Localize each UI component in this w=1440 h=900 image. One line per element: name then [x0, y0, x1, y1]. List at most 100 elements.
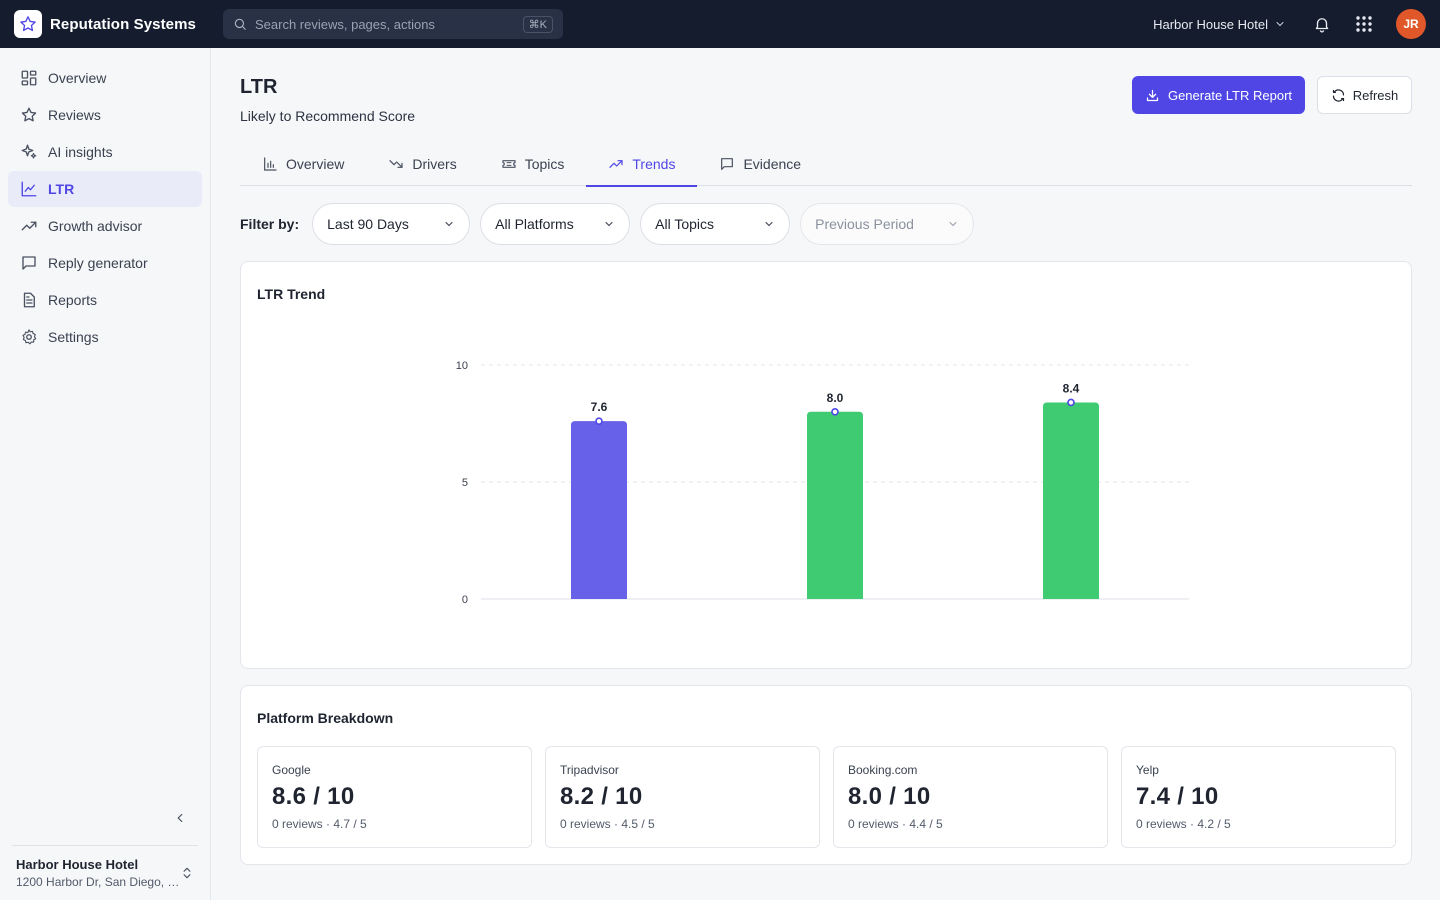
tab-label: Topics: [524, 156, 565, 172]
chart-bar: [571, 421, 627, 599]
platform-score: 8.0 / 10: [848, 783, 931, 810]
comparison-filter[interactable]: Previous Period: [800, 203, 975, 245]
tab-label: Drivers: [412, 156, 457, 172]
notifications-button[interactable]: [1312, 14, 1332, 34]
chevron-down-icon: [949, 221, 957, 227]
chart-bar: [807, 411, 863, 599]
page-subtitle: Likely to Recommend Score: [240, 108, 416, 124]
period-filter[interactable]: Last 90 Days: [312, 203, 471, 245]
sidebar-item-ltr[interactable]: LTR: [8, 171, 202, 207]
tab-overview[interactable]: Overview: [240, 142, 366, 186]
star-logo-icon: [20, 16, 36, 32]
grid-icon: [21, 70, 37, 86]
tab-topics[interactable]: Topics: [479, 142, 587, 186]
platform-card-tripadvisor[interactable]: Tripadvisor 8.2 / 10 0 reviews · 4.5 / 5: [545, 746, 820, 848]
platform-card-yelp[interactable]: Yelp 7.4 / 10 0 reviews · 4.2 / 5: [1121, 746, 1396, 848]
platform-score: 8.6 / 10: [272, 783, 355, 810]
line-chart-icon: [21, 181, 37, 197]
tab-bar: Overview Drivers Topics Trends Evidence: [240, 142, 1412, 187]
period-filter-value: Last 90 Days: [327, 216, 409, 232]
star-icon: [21, 107, 37, 122]
platform-filter-value: All Platforms: [495, 216, 574, 232]
ltr-trend-card: LTR Trend 0 5 10 7.6 8.0 8.4: [240, 261, 1412, 669]
ltr-trend-chart: 0 5 10 7.6 8.0 8.4: [456, 360, 1189, 606]
bar-value-marker: [1067, 398, 1075, 407]
tab-label: Evidence: [743, 156, 802, 172]
platform-name: Booking.com: [848, 763, 918, 777]
gear-icon: [22, 329, 37, 345]
search-bar[interactable]: ⌘K: [223, 9, 563, 39]
property-switcher[interactable]: Harbor House Hotel 1200 Harbor Dr, San D…: [12, 845, 198, 900]
brand[interactable]: Reputation Systems: [14, 10, 223, 38]
refresh-button[interactable]: Refresh: [1317, 76, 1412, 114]
search-icon: [234, 18, 246, 30]
bar-data-label: 8.4: [1063, 381, 1080, 395]
message-icon: [721, 158, 734, 170]
bell-icon: [1315, 18, 1329, 33]
sparkle-icon: [21, 144, 37, 159]
platform-meta: 0 reviews · 4.4 / 5: [848, 817, 943, 831]
refresh-label: Refresh: [1352, 87, 1399, 103]
generate-report-button[interactable]: Generate LTR Report: [1132, 76, 1305, 114]
tab-evidence[interactable]: Evidence: [697, 142, 823, 186]
ticket-icon: [502, 160, 516, 168]
sidebar-item-label: AI insights: [48, 144, 113, 160]
platform-meta: 0 reviews · 4.7 / 5: [272, 817, 367, 831]
sidebar-item-overview[interactable]: Overview: [8, 60, 202, 96]
y-tick-label: 0: [462, 594, 468, 606]
trending-up-icon: [609, 160, 623, 168]
filter-bar: Filter by: Last 90 Days All Platforms Al…: [240, 203, 984, 245]
chevron-down-icon: [605, 221, 613, 227]
platform-filter[interactable]: All Platforms: [480, 203, 631, 245]
page-title: LTR: [240, 76, 278, 98]
property-name: Harbor House Hotel: [16, 857, 139, 872]
sidebar-item-label: Settings: [48, 329, 99, 345]
download-icon: [1146, 89, 1159, 101]
sidebar-item-ai-insights[interactable]: AI insights: [8, 134, 202, 170]
y-tick-label: 5: [462, 477, 468, 489]
bar-value-marker: [831, 408, 839, 416]
sidebar-item-growth-advisor[interactable]: Growth advisor: [8, 208, 202, 244]
app-name: Reputation Systems: [50, 15, 196, 33]
chart-bar: [1043, 402, 1099, 599]
sidebar-item-reports[interactable]: Reports: [8, 282, 202, 318]
platform-card-google[interactable]: Google 8.6 / 10 0 reviews · 4.7 / 5: [257, 746, 532, 848]
tab-trends[interactable]: Trends: [586, 142, 698, 187]
topic-filter[interactable]: All Topics: [640, 203, 791, 245]
y-tick-label: 10: [456, 360, 468, 372]
generate-report-label: Generate LTR Report: [1167, 87, 1293, 103]
platform-meta: 0 reviews · 4.5 / 5: [560, 817, 655, 831]
chevron-left-icon: [177, 813, 183, 823]
platform-name: Tripadvisor: [560, 763, 619, 777]
sidebar-item-label: Reports: [48, 292, 98, 308]
breakdown-title: Platform Breakdown: [257, 710, 394, 726]
sidebar-item-settings[interactable]: Settings: [8, 319, 202, 355]
hotel-selector-label: Harbor House Hotel: [1153, 16, 1268, 32]
chevron-down-icon: [1276, 22, 1284, 27]
search-input[interactable]: [255, 16, 523, 32]
filter-label: Filter by:: [240, 216, 300, 232]
search-shortcut: ⌘K: [522, 15, 553, 33]
property-address: 1200 Harbor Dr, San Diego, CA: [16, 875, 180, 889]
top-bar: Reputation Systems ⌘K Harbor House Hotel…: [0, 0, 1440, 48]
tab-drivers[interactable]: Drivers: [366, 142, 478, 186]
document-icon: [23, 292, 35, 308]
topic-filter-value: All Topics: [655, 216, 715, 232]
avatar[interactable]: JR: [1396, 9, 1426, 39]
bar-chart-icon: [264, 157, 277, 171]
apps-button[interactable]: [1354, 14, 1374, 34]
message-icon: [22, 256, 36, 270]
sidebar-item-reviews[interactable]: Reviews: [8, 97, 202, 133]
platform-card-booking[interactable]: Booking.com 8.0 / 10 0 reviews · 4.4 / 5: [833, 746, 1108, 848]
chevron-down-icon: [445, 221, 453, 227]
sidebar-item-reply-generator[interactable]: Reply generator: [8, 245, 202, 281]
chevron-up-down-icon: [183, 867, 191, 879]
app-logo: [14, 10, 42, 38]
comparison-filter-value: Previous Period: [815, 216, 914, 232]
bar-value-marker: [595, 417, 603, 425]
bar-data-label: 8.0: [827, 391, 844, 405]
collapse-sidebar-button[interactable]: [170, 808, 190, 828]
hotel-selector[interactable]: Harbor House Hotel: [1153, 17, 1286, 32]
apps-grid-icon: [1356, 16, 1372, 32]
platform-name: Yelp: [1136, 763, 1159, 777]
